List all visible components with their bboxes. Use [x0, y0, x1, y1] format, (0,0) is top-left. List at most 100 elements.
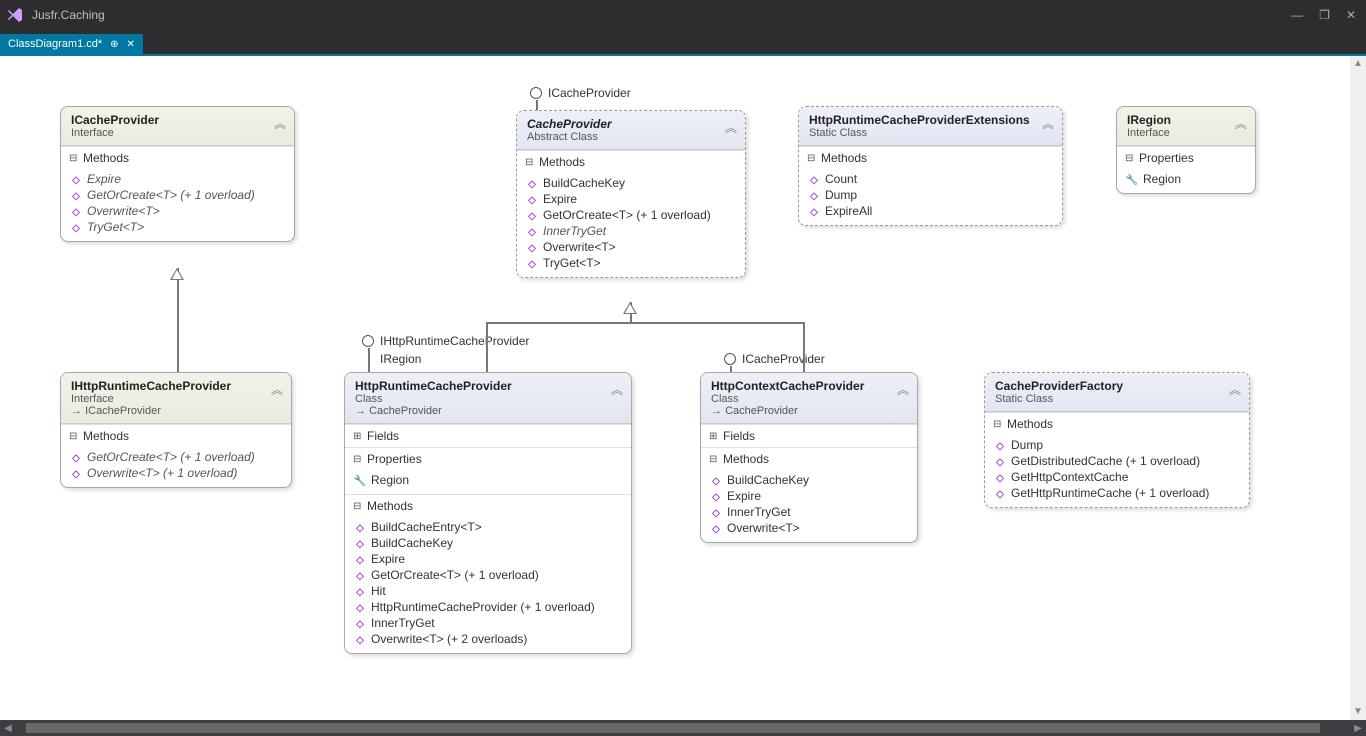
close-button[interactable]: ✕	[1346, 8, 1356, 22]
section-title[interactable]: ⊟Methods	[61, 147, 294, 169]
member-item[interactable]: ◇GetOrCreate<T> (+ 1 overload)	[517, 207, 745, 223]
class-header: HttpContextCacheProvider Class → CachePr…	[701, 373, 917, 424]
section-title[interactable]: ⊟Properties	[1117, 147, 1255, 169]
pin-icon[interactable]: ⊕	[110, 39, 118, 50]
vertical-scrollbar[interactable]: ▲ ▼	[1350, 56, 1366, 720]
collapse-icon[interactable]: ︽	[897, 381, 909, 398]
horizontal-scrollbar[interactable]: ◀ ▶	[0, 720, 1366, 736]
member-item[interactable]: ◇BuildCacheKey	[701, 472, 917, 488]
class-box-cacheproviderfactory[interactable]: CacheProviderFactory Static Class ︽ ⊟Met…	[984, 372, 1250, 508]
member-item[interactable]: ◇Hit	[345, 583, 631, 599]
section-title[interactable]: ⊟Methods	[799, 147, 1062, 169]
collapse-icon[interactable]: ︽	[1042, 115, 1054, 132]
member-item[interactable]: ◇InnerTryGet	[701, 504, 917, 520]
class-box-extensions[interactable]: HttpRuntimeCacheProviderExtensions Stati…	[798, 106, 1063, 226]
member-item[interactable]: ◇BuildCacheKey	[345, 535, 631, 551]
member-item[interactable]: ◇Dump	[985, 437, 1249, 453]
member-item[interactable]: ◇ExpireAll	[799, 203, 1062, 219]
member-item[interactable]: ◇Overwrite<T> (+ 1 overload)	[61, 465, 291, 481]
section-title[interactable]: ⊞Fields	[345, 425, 631, 447]
collapse-icon[interactable]: ︽	[611, 381, 623, 398]
section-title[interactable]: ⊟Properties	[345, 448, 631, 470]
class-box-icacheprovider[interactable]: ICacheProvider Interface ︽ ⊟Methods ◇Exp…	[60, 106, 295, 242]
method-icon: ◇	[353, 617, 367, 631]
member-item[interactable]: ◇BuildCacheEntry<T>	[345, 519, 631, 535]
section-properties: ⊟Properties 🔧Region	[1117, 146, 1255, 193]
member-item[interactable]: ◇HttpRuntimeCacheProvider (+ 1 overload)	[345, 599, 631, 615]
class-box-cacheprovider[interactable]: CacheProvider Abstract Class ︽ ⊟Methods …	[516, 110, 746, 278]
section-title[interactable]: ⊟Methods	[517, 151, 745, 173]
member-item[interactable]: 🔧Region	[345, 472, 631, 488]
member-item[interactable]: ◇Expire	[517, 191, 745, 207]
lollipop-ihttpruntimecacheprovider: IHttpRuntimeCacheProvider	[362, 334, 529, 348]
diagram-canvas[interactable]: ICacheProvider IHttpRuntimeCacheProvider…	[0, 54, 1366, 720]
scroll-track[interactable]	[16, 723, 1350, 733]
section-title[interactable]: ⊞Fields	[701, 425, 917, 447]
scroll-up-icon[interactable]: ▲	[1350, 56, 1366, 72]
scroll-right-icon[interactable]: ▶	[1350, 723, 1366, 734]
collapse-icon[interactable]: ︽	[274, 115, 286, 132]
tab-close-icon[interactable]: ✕	[127, 39, 135, 50]
collapse-icon[interactable]: ︽	[1235, 115, 1247, 132]
member-item[interactable]: ◇TryGet<T>	[517, 255, 745, 271]
title-bar: Jusfr.Caching ― ❐ ✕	[0, 0, 1366, 30]
member-item[interactable]: ◇Overwrite<T> (+ 2 overloads)	[345, 631, 631, 647]
section-title[interactable]: ⊟Methods	[985, 413, 1249, 435]
member-item[interactable]: ◇InnerTryGet	[345, 615, 631, 631]
class-name: HttpContextCacheProvider	[711, 379, 907, 393]
member-item[interactable]: ◇Expire	[61, 171, 294, 187]
member-item[interactable]: ◇GetDistributedCache (+ 1 overload)	[985, 453, 1249, 469]
section-title[interactable]: ⊟Methods	[345, 495, 631, 517]
member-item[interactable]: 🔧Region	[1117, 171, 1255, 187]
section-title[interactable]: ⊟Methods	[61, 425, 291, 447]
class-header: HttpRuntimeCacheProviderExtensions Stati…	[799, 107, 1062, 146]
scroll-thumb[interactable]	[26, 723, 1320, 733]
member-item[interactable]: ◇Count	[799, 171, 1062, 187]
member-item[interactable]: ◇Overwrite<T>	[517, 239, 745, 255]
section-title[interactable]: ⊟Methods	[701, 448, 917, 470]
member-item[interactable]: ◇Expire	[701, 488, 917, 504]
section-fields: ⊞Fields	[345, 424, 631, 447]
class-stereotype: Interface	[71, 393, 281, 405]
method-icon: ◇	[69, 221, 83, 235]
member-item[interactable]: ◇TryGet<T>	[61, 219, 294, 235]
member-item[interactable]: ◇Expire	[345, 551, 631, 567]
member-item[interactable]: ◇BuildCacheKey	[517, 175, 745, 191]
restore-button[interactable]: ❐	[1319, 8, 1330, 22]
method-icon: ◇	[525, 177, 539, 191]
minimize-button[interactable]: ―	[1291, 8, 1303, 22]
lollipop-circle-icon	[724, 353, 736, 365]
class-name: HttpRuntimeCacheProvider	[355, 379, 621, 393]
class-box-iregion[interactable]: IRegion Interface ︽ ⊟Properties 🔧Region	[1116, 106, 1256, 194]
member-item[interactable]: ◇GetHttpRuntimeCache (+ 1 overload)	[985, 485, 1249, 501]
class-name: CacheProvider	[527, 117, 735, 131]
member-item[interactable]: ◇Overwrite<T>	[61, 203, 294, 219]
scroll-left-icon[interactable]: ◀	[0, 723, 16, 734]
document-tab[interactable]: ClassDiagram1.cd* ⊕ ✕	[0, 34, 143, 54]
collapse-icon[interactable]: ︽	[1229, 381, 1241, 398]
scroll-track[interactable]	[1350, 72, 1366, 704]
method-icon: ◇	[807, 205, 821, 219]
collapse-icon[interactable]: ︽	[271, 381, 283, 398]
class-box-httpcontextcacheprovider[interactable]: HttpContextCacheProvider Class → CachePr…	[700, 372, 918, 543]
window-title: Jusfr.Caching	[32, 8, 105, 22]
class-name: ICacheProvider	[71, 113, 284, 127]
class-box-ihttpruntimecacheprovider[interactable]: IHttpRuntimeCacheProvider Interface → IC…	[60, 372, 292, 488]
scroll-down-icon[interactable]: ▼	[1350, 704, 1366, 720]
member-item[interactable]: ◇Dump	[799, 187, 1062, 203]
member-item[interactable]: ◇Overwrite<T>	[701, 520, 917, 536]
member-item[interactable]: ◇GetOrCreate<T> (+ 1 overload)	[345, 567, 631, 583]
class-inherits: → CacheProvider	[355, 405, 621, 417]
collapse-icon[interactable]: ︽	[725, 119, 737, 136]
section-properties: ⊟Properties 🔧Region	[345, 447, 631, 494]
class-box-httpruntimecacheprovider[interactable]: HttpRuntimeCacheProvider Class → CachePr…	[344, 372, 632, 654]
class-inherits: → ICacheProvider	[71, 405, 281, 417]
member-item[interactable]: ◇GetOrCreate<T> (+ 1 overload)	[61, 449, 291, 465]
inheritance-line	[486, 322, 804, 324]
member-item[interactable]: ◇GetOrCreate<T> (+ 1 overload)	[61, 187, 294, 203]
property-icon: 🔧	[353, 474, 367, 488]
member-item[interactable]: ◇GetHttpContextCache	[985, 469, 1249, 485]
section-methods: ⊟Methods ◇GetOrCreate<T> (+ 1 overload) …	[61, 424, 291, 487]
member-item[interactable]: ◇InnerTryGet	[517, 223, 745, 239]
class-stereotype: Interface	[71, 127, 284, 139]
